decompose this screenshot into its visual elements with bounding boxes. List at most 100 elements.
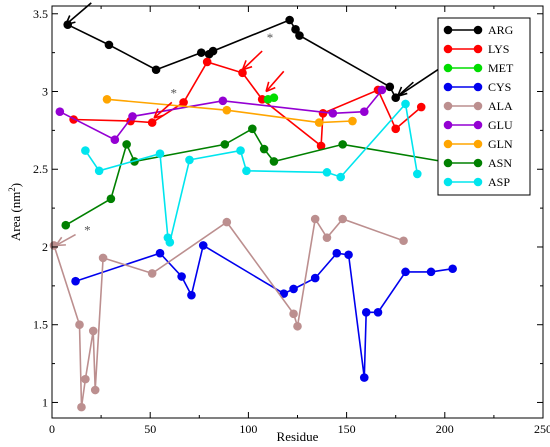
y-tick-label: 2 [42,240,48,254]
legend-marker-cys [473,82,483,92]
data-point-arg [196,48,206,57]
legend-marker-asn [473,158,483,168]
x-tick-label: 0 [49,422,55,436]
data-point-glu [359,107,369,117]
data-point-cys [155,248,165,258]
y-tick-label: 1 [42,395,48,409]
annotation-layer: * * * [55,2,414,247]
arrow-shaft [153,101,173,119]
data-point-arg [151,65,161,75]
legend-marker-gln [443,139,453,149]
arrow-head [397,92,408,97]
data-point-glu [328,108,338,118]
data-point-cys [426,267,436,277]
y-axis-label-main: Area (nm [8,192,23,241]
data-point-asp [236,146,245,155]
data-point-ala [289,309,298,319]
legend-marker-ala [473,101,483,111]
arrow-head [65,21,76,26]
data-point-asn [269,157,279,166]
arrow-head [265,81,270,92]
x-tick-label: 100 [239,422,257,436]
legend-entry-ala: ALA [443,99,513,113]
data-point-asp [94,166,104,176]
annotation-arrow [153,101,173,119]
data-point-gln [314,118,324,127]
data-point-lys [391,124,401,134]
data-point-lys [318,108,328,118]
annotation-arrow [396,81,414,97]
data-point-ala [90,385,100,395]
arrow-shaft [265,70,285,93]
legend-entry-cys: CYS [443,80,511,94]
data-point-ala [81,374,90,384]
data-point-asp [401,99,410,109]
data-point-lys [179,98,188,107]
legend-marker-asp [443,177,453,187]
arrow-shaft [241,50,263,71]
legend-entry-lys: LYS [443,42,509,56]
legend-label-met: MET [488,61,514,75]
legend: ARG LYS MET CYS ALA GLU GLN ASN ASP [437,17,531,196]
data-point-cys [359,373,369,382]
data-point-asn [122,140,131,149]
data-point-arg [208,46,218,56]
legend-entry-met: MET [443,61,514,75]
data-point-gln [102,94,112,104]
data-point-glu [218,96,228,106]
arrow-shaft [397,81,414,97]
series-line-asp [84,102,419,245]
data-point-ala [310,214,320,224]
series-glu [55,85,387,145]
legend-marker-arg [443,25,453,35]
data-point-cys [401,267,410,277]
series-lys [69,57,426,151]
series-line-cys [75,244,453,378]
arrow-head [65,15,71,25]
arrow-head [153,108,159,119]
data-point-asn [220,140,230,149]
legend-marker-arg [473,25,483,35]
annotation-star: * [171,86,178,101]
legend-entry-glu: GLU [443,118,513,132]
data-point-cys [198,241,208,250]
data-point-asn [61,220,71,230]
data-point-lys [316,141,326,151]
data-point-ala [399,236,408,246]
data-point-asp [322,168,332,177]
data-point-ala [75,320,84,330]
legend-marker-glu [473,120,483,130]
data-point-lys [416,102,426,112]
x-tick-label: 50 [144,422,156,436]
data-point-ala [338,214,347,224]
legend-label-lys: LYS [488,42,509,56]
data-point-asp [242,166,251,176]
data-point-ala [293,321,302,331]
series-gln [102,94,357,127]
data-point-ala [77,402,86,412]
legend-marker-asn [443,158,453,168]
series-asn [61,124,448,230]
data-point-met [269,93,279,103]
legend-entry-arg: ARG [443,23,514,37]
data-point-ala [222,217,232,227]
data-point-cys [361,307,371,317]
legend-label-ala: ALA [488,99,513,113]
arrow-shaft [55,233,76,247]
x-tick-label: 200 [436,422,454,436]
legend-entry-gln: GLN [443,137,513,151]
series-ala [49,214,408,412]
data-point-ala [98,253,108,263]
data-point-asn [338,140,347,149]
legend-label-gln: GLN [488,137,513,151]
data-point-ala [88,326,98,336]
data-point-asn [248,124,257,134]
series-layer [49,15,457,412]
legend-marker-met [443,63,453,73]
legend-marker-asp [473,177,483,187]
data-point-cys [71,276,80,286]
data-point-arg [104,40,114,50]
data-point-asp [185,155,194,165]
data-point-glu [377,85,387,95]
legend-marker-ala [443,101,453,111]
